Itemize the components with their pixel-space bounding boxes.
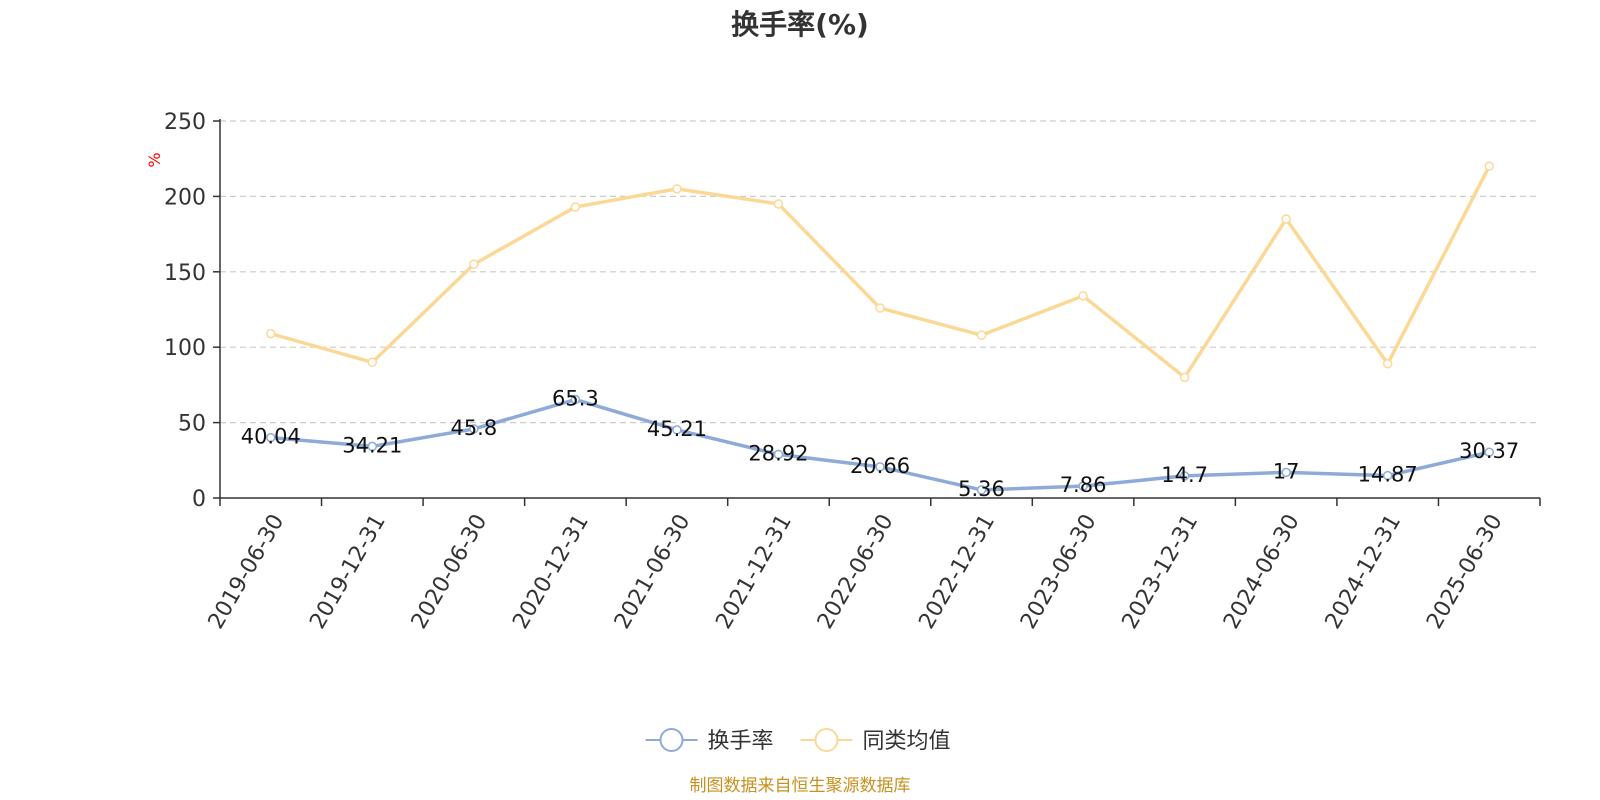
x-tick-label: 2021-12-31 [711, 510, 797, 633]
x-tick-label: 2023-06-30 [1016, 510, 1102, 633]
data-point [1281, 214, 1291, 224]
x-tick-label: 2019-12-31 [305, 510, 391, 633]
data-point [1382, 359, 1393, 369]
data-point [773, 199, 784, 209]
x-tick-label: 2024-12-31 [1321, 510, 1407, 633]
x-tick-label: 2021-06-30 [610, 510, 696, 633]
y-tick-label: 50 [178, 412, 206, 437]
data-label: 34.21 [342, 433, 402, 457]
data-point [875, 303, 885, 313]
data-label: 7.86 [1060, 473, 1107, 497]
data-point [1078, 481, 1088, 491]
y-tick-label: 100 [164, 336, 206, 361]
x-tick-label: 2019-06-30 [204, 510, 290, 633]
y-tick-label: 0 [192, 487, 206, 512]
grid-lines [220, 120, 1540, 424]
y-tick-label: 200 [164, 185, 206, 210]
data-label: 45.21 [647, 417, 707, 441]
data-point [875, 462, 885, 472]
x-tick-label: 2024-06-30 [1219, 510, 1305, 633]
data-label: 30.37 [1459, 439, 1519, 463]
y-tick-label: 150 [164, 261, 206, 286]
x-tick-label: 2023-12-31 [1118, 510, 1204, 633]
data-point [1484, 161, 1494, 171]
data-labels: 40.04 34.21 45.8 65.3 45.21 28.92 20.66 5.36 7.8… [241, 387, 1520, 501]
data-point [367, 441, 378, 452]
data-point [367, 357, 378, 368]
data-point [976, 330, 987, 340]
data-point [469, 259, 479, 270]
data-label: 14.87 [1358, 463, 1418, 487]
series-layer [266, 161, 1494, 495]
data-label: 17 [1273, 459, 1300, 483]
legend-marker [814, 728, 839, 752]
legend-item: 同类均值 [800, 728, 951, 754]
data-point [1179, 471, 1190, 481]
chart-title: 换手率(%) [731, 8, 869, 41]
data-point [1078, 291, 1088, 301]
data-point [672, 184, 682, 194]
data-point [266, 328, 276, 339]
legend-label: 换手率 [708, 729, 774, 754]
data-point [266, 432, 276, 443]
data-point [570, 394, 581, 405]
data-label: 20.66 [850, 454, 910, 478]
x-tick-label: 2025-06-30 [1422, 510, 1508, 633]
data-point [976, 485, 987, 495]
x-tick-label: 2022-12-31 [914, 510, 1000, 633]
data-label: 65.3 [552, 387, 599, 411]
data-label: 5.36 [958, 477, 1005, 501]
data-point [1382, 470, 1393, 481]
data-label: 40.04 [241, 425, 301, 449]
data-label: 45.8 [450, 416, 497, 440]
data-point [570, 202, 581, 212]
legend-item: 换手率 [645, 728, 774, 754]
data-point [469, 424, 479, 434]
data-point [672, 425, 682, 435]
source-note: 制图数据来自恒生聚源数据库 [690, 776, 911, 796]
data-point [773, 449, 784, 460]
data-point [1484, 447, 1494, 457]
data-label: 14.7 [1161, 463, 1208, 487]
y-axis-unit-label: % [145, 152, 164, 167]
legend-marker [659, 728, 684, 752]
x-tick-label: 2020-06-30 [407, 510, 493, 633]
legend: 换手率 同类均值 [645, 728, 951, 754]
data-point [1281, 467, 1291, 478]
data-point [1179, 372, 1190, 383]
data-label: 28.92 [748, 441, 808, 465]
x-tick-label: 2022-06-30 [813, 510, 899, 633]
legend-label: 同类均值 [863, 729, 951, 754]
y-tick-label: 250 [164, 110, 206, 135]
x-tick-label: 2020-12-31 [508, 510, 594, 633]
